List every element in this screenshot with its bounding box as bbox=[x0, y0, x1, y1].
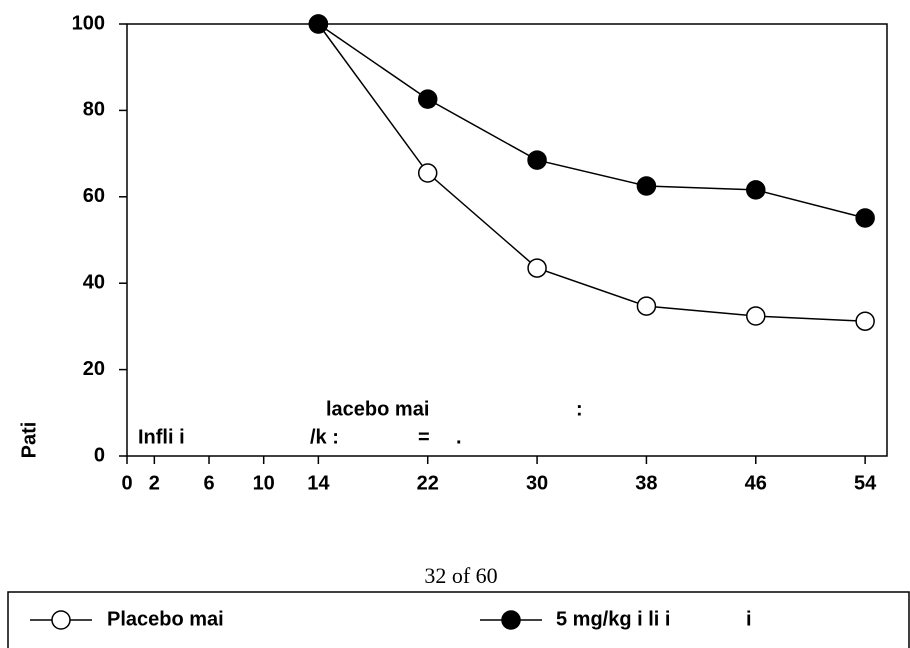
data-point bbox=[527, 150, 547, 170]
x-tick-label: 2 bbox=[149, 472, 160, 494]
data-point bbox=[417, 163, 438, 183]
annotation: Infli i bbox=[138, 426, 185, 448]
legend-marker bbox=[51, 610, 71, 630]
y-tick-label: 80 bbox=[83, 99, 105, 121]
x-tick-label: 46 bbox=[745, 472, 767, 494]
legend-marker bbox=[501, 610, 521, 630]
data-point bbox=[746, 180, 766, 200]
annotation: lacebo mai bbox=[326, 398, 429, 420]
x-tick-label: 22 bbox=[417, 472, 439, 494]
y-tick-label: 100 bbox=[72, 12, 105, 34]
annotation: : bbox=[576, 398, 583, 420]
y-tick-label: 60 bbox=[83, 185, 105, 207]
x-tick-label: 14 bbox=[307, 472, 330, 494]
x-tick-label: 10 bbox=[253, 472, 275, 494]
annotation: . bbox=[456, 426, 462, 448]
legend-note: i bbox=[746, 608, 752, 630]
y-axis-label: Pati bbox=[18, 422, 40, 459]
data-point bbox=[527, 258, 547, 278]
x-tick-label: 54 bbox=[854, 472, 877, 494]
data-point bbox=[417, 89, 438, 109]
data-point bbox=[636, 296, 657, 316]
plot-frame bbox=[126, 23, 888, 457]
y-tick-label: 40 bbox=[83, 271, 105, 293]
x-tick-label: 38 bbox=[635, 472, 657, 494]
data-point bbox=[636, 176, 657, 196]
y-tick-label: 0 bbox=[94, 444, 105, 466]
data-point bbox=[746, 306, 766, 326]
data-point bbox=[855, 311, 875, 331]
series-line bbox=[317, 23, 866, 322]
annotation: /k : bbox=[310, 426, 339, 448]
annotation: = bbox=[418, 426, 430, 448]
legend-box bbox=[7, 591, 910, 648]
x-tick-label: 0 bbox=[121, 472, 132, 494]
legend-label: Placebo mai bbox=[107, 608, 224, 630]
series-line bbox=[317, 23, 866, 219]
data-point bbox=[855, 208, 875, 228]
x-tick-label: 30 bbox=[526, 472, 548, 494]
x-tick-label: 6 bbox=[203, 472, 214, 494]
page-label: 32 of 60 bbox=[424, 563, 497, 588]
legend-label: 5 mg/kg i li i bbox=[556, 608, 670, 630]
data-point bbox=[308, 14, 329, 34]
y-tick-label: 20 bbox=[83, 358, 105, 380]
